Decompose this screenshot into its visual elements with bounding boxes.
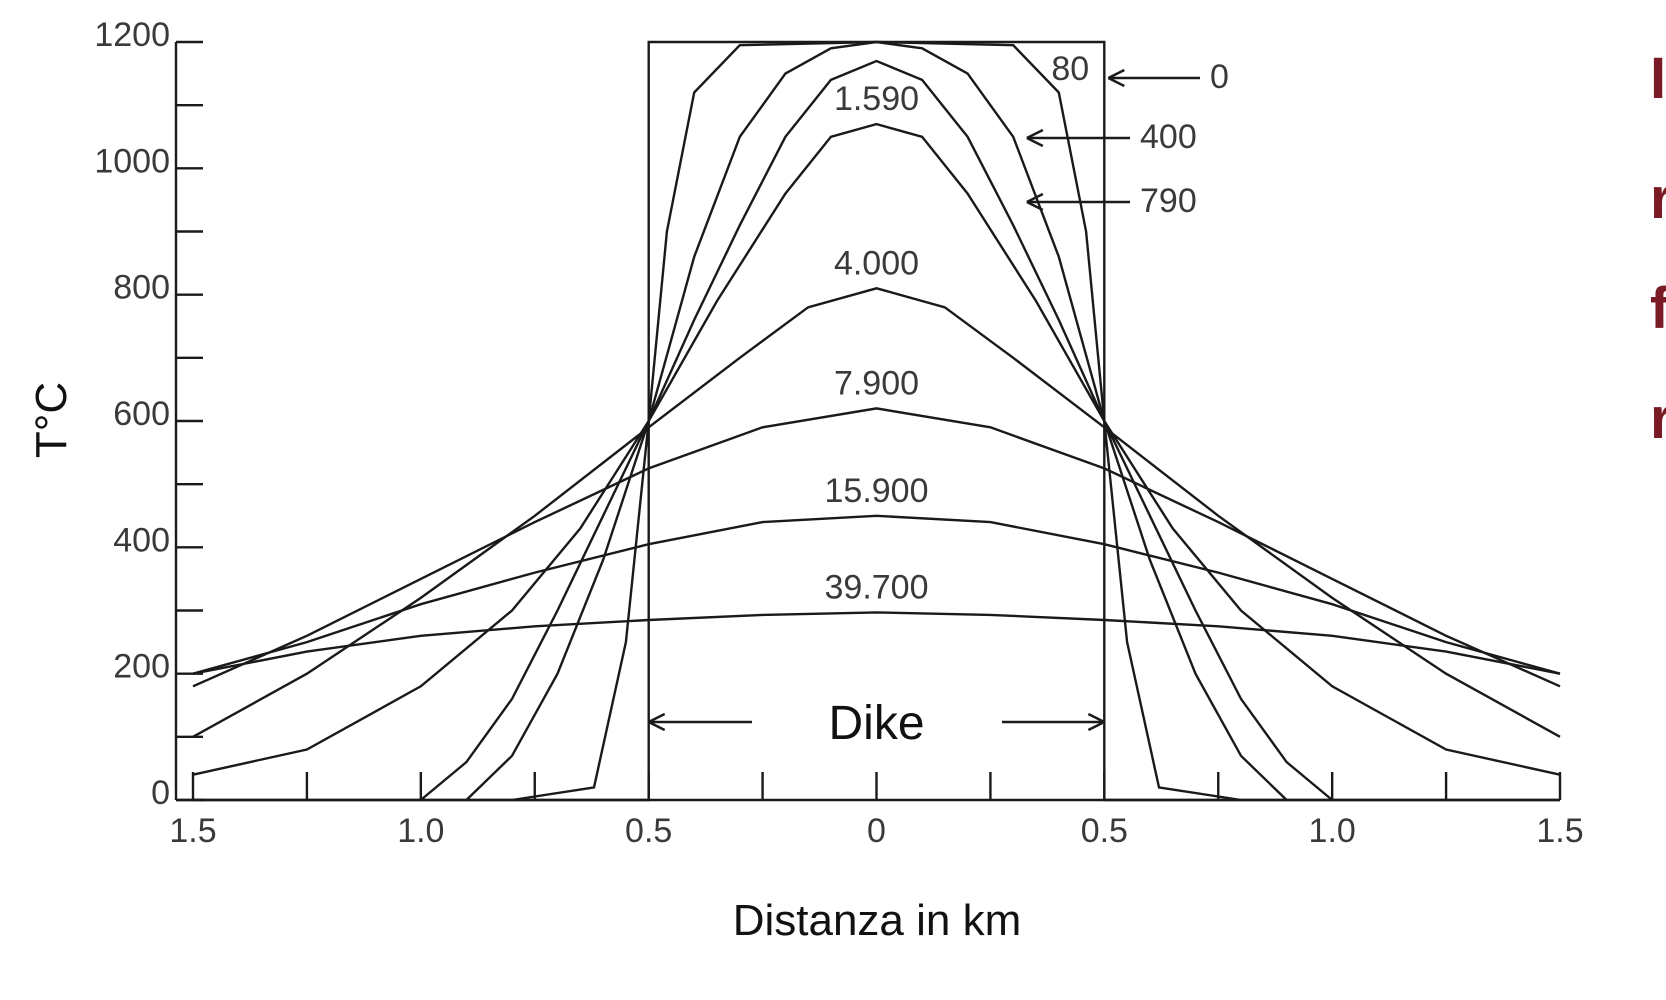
y-axis-label: T°C — [27, 382, 76, 458]
curve-4.000 — [192, 287, 1561, 738]
y-tick-label: 0 — [151, 774, 170, 812]
curve-labels: 0 80 400 790 1.590 4.000 7.900 15.900 39.700 — [825, 50, 1229, 606]
curve-label-4.000: 4.000 — [834, 244, 919, 282]
curve-7.900 — [192, 407, 1561, 688]
side-text-3: f — [1650, 276, 1666, 341]
y-tick-label: 800 — [113, 269, 170, 307]
side-text-4: r — [1650, 386, 1666, 451]
y-tick-label: 400 — [113, 521, 170, 559]
curve-label-15.900: 15.900 — [825, 472, 929, 510]
side-text-2: r — [1650, 166, 1666, 231]
dike-label: Dike — [828, 697, 924, 750]
x-tick-label: 1.0 — [1309, 812, 1356, 850]
curve-label-80: 80 — [1051, 50, 1089, 88]
x-tick-label: 0.5 — [1081, 812, 1128, 850]
dike-arrow-left-head — [648, 712, 666, 732]
curve-790 — [420, 59, 1333, 801]
x-tick-label: 0.5 — [625, 812, 672, 850]
curve-label-7.900: 7.900 — [834, 364, 919, 402]
arrow-head-0 — [1107, 68, 1125, 88]
arrow-head-790 — [1026, 192, 1044, 212]
curve-39.700 — [192, 611, 1561, 675]
curve-label-0: 0 — [1210, 58, 1229, 96]
arrow-head-400 — [1026, 128, 1044, 148]
x-axis-label: Distanza in km — [733, 896, 1022, 945]
curve-label-1.590: 1.590 — [834, 80, 919, 118]
curve-label-400: 400 — [1140, 118, 1197, 156]
y-tick-label: 1200 — [94, 16, 170, 54]
curve-0 — [193, 40, 1560, 802]
y-tick-label: 1000 — [94, 142, 170, 180]
curve-1.590 — [192, 122, 1561, 776]
curve-400 — [465, 40, 1288, 801]
x-tick-label: 1.5 — [169, 812, 216, 850]
curve-label-39.700: 39.700 — [825, 568, 929, 606]
x-tick-label: 0 — [867, 812, 886, 850]
y-tick-label: 600 — [113, 395, 170, 433]
dike-marker: Dike — [648, 697, 1105, 750]
curve-15.900 — [192, 514, 1561, 675]
dike-arrow-right-head — [1087, 712, 1105, 732]
x-axis: 1.5 1.0 0.5 0 0.5 1.0 1.5 — [169, 772, 1584, 850]
side-text-1: I — [1650, 46, 1666, 111]
curve-label-790: 790 — [1140, 182, 1197, 220]
temperature-curves — [192, 40, 1561, 802]
curve-80 — [511, 40, 1242, 802]
y-axis: 0 200 400 600 800 1000 1200 — [94, 16, 203, 812]
y-tick-label: 200 — [113, 648, 170, 686]
x-tick-label: 1.5 — [1536, 812, 1583, 850]
x-tick-label: 1.0 — [397, 812, 444, 850]
